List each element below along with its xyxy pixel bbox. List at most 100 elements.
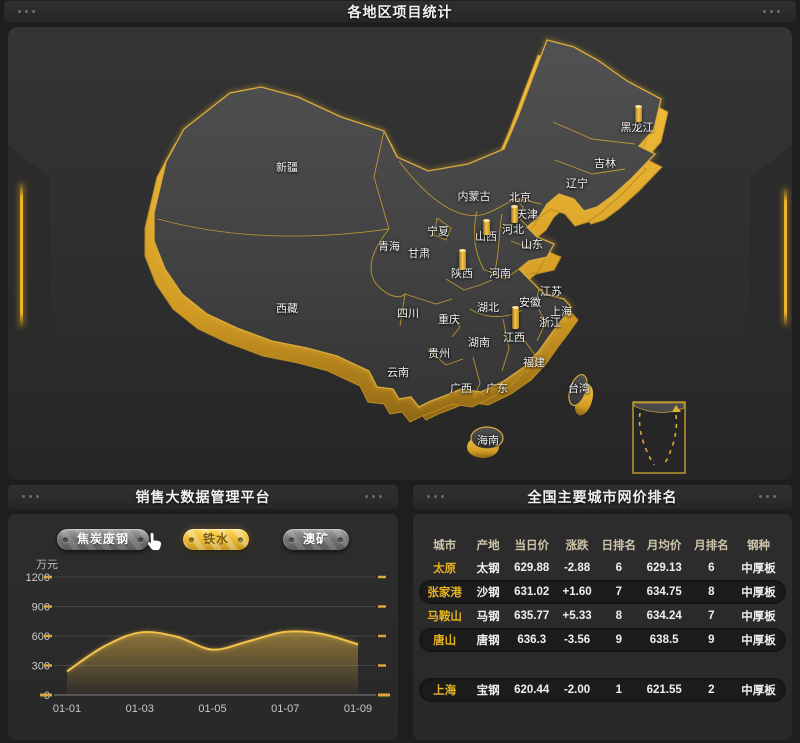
svg-text:01-07: 01-07 <box>271 703 299 715</box>
value-cell: 635.77 <box>514 610 550 622</box>
price-table-panel: 城市 产地 当日价 涨跌 日排名 月均价 月排名 钢种 太原 太钢 629.88 -2.88 6 629… <box>413 514 792 740</box>
left-edge-decoration <box>8 145 50 385</box>
china-map[interactable] <box>8 27 792 480</box>
value-cell: 马钢 <box>476 611 500 623</box>
column-header: 钢种 <box>747 540 771 552</box>
map-data-bar <box>512 306 519 329</box>
value-cell: 638.5 <box>649 634 679 646</box>
map-data-bar <box>635 105 642 122</box>
value-cell: 634.24 <box>646 610 682 622</box>
value-cell: 2 <box>708 684 715 696</box>
price-panel-header: 全国主要城市网价排名 <box>413 485 792 509</box>
province-label: 黑龙江 <box>620 122 654 134</box>
value-cell: 太钢 <box>476 563 500 575</box>
province-label: 西藏 <box>276 303 298 315</box>
value-cell: 中厚板 <box>741 587 776 599</box>
province-label: 甘肃 <box>408 248 430 260</box>
province-label: 山东 <box>521 239 543 251</box>
left-accent-line <box>20 183 23 327</box>
value-cell: 7 <box>708 610 715 622</box>
value-cell: 1 <box>615 684 622 696</box>
table-row: 马鞍山 马钢 635.77 +5.33 8 634.24 7 中厚板 <box>419 604 786 628</box>
value-cell: 620.44 <box>514 684 550 696</box>
province-label: 台湾 <box>568 383 590 395</box>
province-label: 内蒙古 <box>457 191 491 203</box>
value-cell: 629.13 <box>646 562 682 574</box>
price-panel-title: 全国主要城市网价排名 <box>527 489 678 505</box>
header-dots-icon <box>427 495 446 499</box>
value-cell: +1.60 <box>562 586 592 598</box>
column-header: 当日价 <box>514 540 549 552</box>
province-label: 江西 <box>503 332 525 344</box>
south-sea-inset <box>632 401 686 474</box>
category-buttons: 焦炭废钢 铁水 澳矿 <box>8 529 398 550</box>
value-cell: 宝钢 <box>476 685 500 697</box>
value-cell: -2.00 <box>563 684 591 696</box>
svg-text:01-05: 01-05 <box>198 703 226 715</box>
province-label: 广东 <box>486 383 508 395</box>
value-cell: 9 <box>615 634 622 646</box>
table-row: 张家港 沙钢 631.02 +1.60 7 634.75 8 中厚板 <box>419 580 786 604</box>
value-cell: 6 <box>615 562 622 574</box>
province-label: 天津 <box>516 209 538 221</box>
value-cell: 中厚板 <box>741 635 776 647</box>
city-cell: 上海 <box>433 685 457 697</box>
header-dots-icon <box>365 495 384 499</box>
column-header: 涨跌 <box>565 540 589 552</box>
map-panel-header: 各地区项目统计 <box>4 1 796 22</box>
table-row: 唐山 唐钢 636.3 -3.56 9 638.5 9 中厚板 <box>419 628 786 652</box>
map-panel: 新疆 黑龙江 吉林 辽宁 内蒙古 北京 天津 河北 山西 山东 宁夏 青海 甘肃 陕西 河南 江苏 安徽 上海 西藏… <box>8 27 792 480</box>
value-cell: 7 <box>615 586 622 598</box>
column-header: 月均价 <box>646 540 682 552</box>
value-cell: 636.3 <box>517 634 547 646</box>
province-label: 海南 <box>477 435 499 447</box>
province-label: 新疆 <box>276 162 298 174</box>
value-cell: 中厚板 <box>741 685 776 697</box>
table-rows: 太原 太钢 629.88 -2.88 6 629.13 6 中厚板 张家港 沙钢 631.02 +1.… <box>413 556 792 702</box>
province-label: 北京 <box>509 192 531 204</box>
map-data-bar <box>511 205 518 223</box>
province-label: 广西 <box>450 383 472 395</box>
china-mainland <box>153 39 662 408</box>
value-cell: 8 <box>708 586 715 598</box>
province-label: 云南 <box>387 367 409 379</box>
province-label: 湖南 <box>468 337 490 349</box>
hand-cursor-icon <box>146 532 162 551</box>
province-label: 陕西 <box>451 268 473 280</box>
svg-text:01-01: 01-01 <box>53 703 81 715</box>
value-cell: 唐钢 <box>476 635 500 647</box>
province-label: 上海 <box>550 306 572 318</box>
category-button[interactable]: 澳矿 <box>283 529 349 550</box>
province-label: 重庆 <box>438 314 460 326</box>
value-cell: -2.88 <box>563 562 591 574</box>
value-cell: 629.88 <box>514 562 550 574</box>
province-label: 吉林 <box>594 158 616 170</box>
value-cell: 沙钢 <box>476 587 500 599</box>
map-data-bar <box>459 249 466 270</box>
table-row: 太原 太钢 629.88 -2.88 6 629.13 6 中厚板 <box>419 556 786 580</box>
province-label: 青海 <box>378 241 400 253</box>
svg-text:300: 300 <box>32 661 50 673</box>
header-dots-icon <box>18 9 37 14</box>
value-cell: 8 <box>615 610 622 622</box>
province-borders <box>157 121 636 399</box>
category-button[interactable]: 焦炭废钢 <box>57 529 149 550</box>
header-dots-icon <box>763 9 782 14</box>
table-header: 城市 产地 当日价 涨跌 日排名 月均价 月排名 钢种 <box>421 536 784 554</box>
header-dots-icon <box>759 495 778 499</box>
province-label: 湖北 <box>477 302 499 314</box>
city-cell: 马鞍山 <box>427 611 462 623</box>
svg-text:1200: 1200 <box>26 572 50 584</box>
svg-text:万元: 万元 <box>36 559 58 571</box>
column-header: 日排名 <box>601 540 637 552</box>
map-panel-title: 各地区项目统计 <box>347 3 453 20</box>
province-label: 贵州 <box>428 348 450 360</box>
province-label: 浙江 <box>539 317 561 329</box>
value-cell: 中厚板 <box>741 563 776 575</box>
header-dots-icon <box>22 495 41 499</box>
province-label: 河南 <box>489 268 511 280</box>
category-button[interactable]: 铁水 <box>183 529 249 550</box>
value-cell: 634.75 <box>646 586 682 598</box>
